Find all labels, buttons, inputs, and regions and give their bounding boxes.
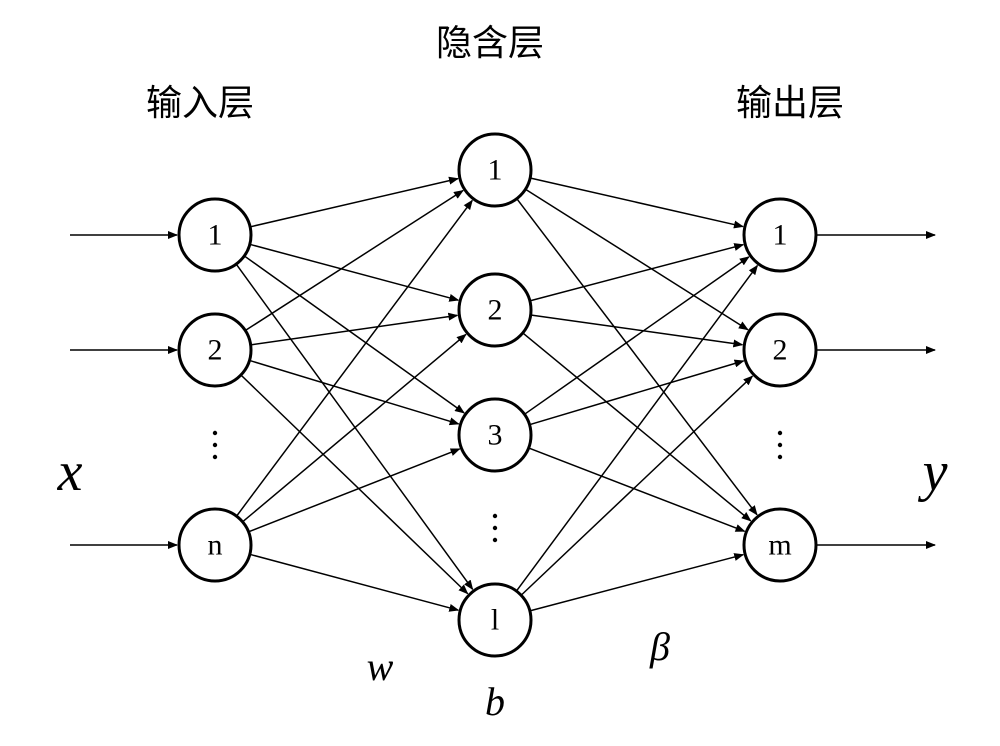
svg-text:m: m xyxy=(768,529,791,562)
output-vdots xyxy=(778,431,782,459)
beta-label: β xyxy=(649,624,670,669)
input-node-inn: n xyxy=(179,509,251,581)
edge-h3-o1 xyxy=(524,257,748,414)
edge-inn-hl xyxy=(250,554,459,610)
hidden-node-h3: 3 xyxy=(459,399,531,471)
output-layer-label: 输出层 xyxy=(736,83,844,123)
edge-h1-o1 xyxy=(530,178,743,227)
edge-hl-o1 xyxy=(516,266,757,592)
neural-network-diagram: 输入层 隐含层 输出层 x y w b β 1 2 n 1 2 3 l 1 2 m xyxy=(0,0,1000,746)
input-node-in1: 1 xyxy=(179,199,251,271)
hidden-node-h2: 2 xyxy=(459,274,531,346)
svg-text:1: 1 xyxy=(488,154,503,187)
edge-inn-h2 xyxy=(243,334,466,521)
svg-text:l: l xyxy=(491,604,499,637)
hidden-layer-label: 隐含层 xyxy=(436,23,544,63)
output-node-om: m xyxy=(744,509,816,581)
svg-text:1: 1 xyxy=(773,219,788,252)
svg-text:n: n xyxy=(208,529,223,562)
b-label: b xyxy=(485,679,505,724)
y-label: y xyxy=(918,441,948,503)
w-label: w xyxy=(367,644,394,689)
hidden-node-h1: 1 xyxy=(459,134,531,206)
edge-in2-h1 xyxy=(245,191,463,331)
input-node-in2: 2 xyxy=(179,314,251,386)
edges-group xyxy=(236,178,757,611)
edge-in1-h3 xyxy=(244,256,464,413)
edge-hl-o2 xyxy=(521,376,752,595)
svg-text:2: 2 xyxy=(773,334,788,367)
edge-in1-h1 xyxy=(250,179,458,227)
svg-text:2: 2 xyxy=(488,294,503,327)
edge-h1-o2 xyxy=(525,189,747,329)
edge-h2-o1 xyxy=(530,245,743,301)
svg-text:1: 1 xyxy=(208,219,223,252)
nodes-group: 1 2 n 1 2 3 l 1 2 m xyxy=(179,134,816,656)
edge-in1-h2 xyxy=(250,244,459,300)
svg-text:2: 2 xyxy=(208,334,223,367)
output-node-o2: 2 xyxy=(744,314,816,386)
x-label: x xyxy=(57,441,83,503)
output-node-o1: 1 xyxy=(744,199,816,271)
hidden-node-hl: l xyxy=(459,584,531,656)
edge-hl-om xyxy=(530,555,743,611)
input-vdots xyxy=(213,431,217,459)
input-layer-label: 输入层 xyxy=(146,83,254,123)
hidden-vdots xyxy=(493,514,497,542)
edge-in2-h2 xyxy=(251,315,458,345)
edge-h2-om xyxy=(523,333,751,521)
svg-text:3: 3 xyxy=(488,419,503,452)
